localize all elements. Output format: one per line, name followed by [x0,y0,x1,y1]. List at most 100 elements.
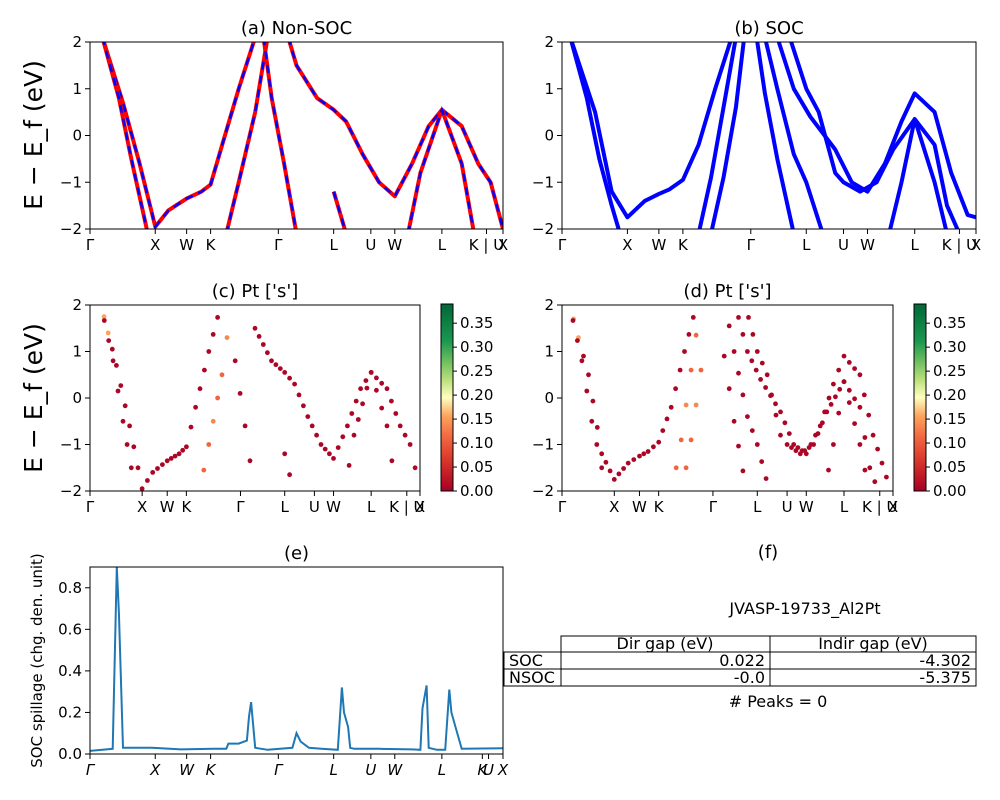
colorbar-tick-label: 0.35 [460,314,493,332]
spillage-line [90,567,503,752]
projection-point [645,449,651,454]
projection-point [570,318,576,323]
y-tick-label: 1 [544,343,554,361]
projection-point [603,459,609,465]
projection-point [815,431,821,436]
projection-point [754,349,760,354]
projection-point [360,401,365,407]
band-line-blue [569,42,733,220]
x-tick-label: X [888,498,898,516]
projection-point [128,465,134,471]
projection-point [841,379,847,385]
colorbar-c: 0.00 0.05 0.10 0.15 0.20 0.25 0.30 0.35 [440,303,493,500]
x-tick-label: U [782,498,793,516]
projection-point [127,423,132,429]
projection-point [124,442,130,447]
projection-point [833,394,838,400]
projection-point [731,349,737,354]
projection-point [237,391,243,396]
projection-point [206,442,212,447]
band-line-blue-dashed [226,42,269,229]
projection-point [384,423,390,429]
projection-point [114,363,119,368]
y-tick-label: −1 [532,173,554,191]
header-indir-gap: Indir gap (eV) [818,634,928,653]
colorbar-tick-label: 0.15 [933,410,966,428]
projection-point [296,392,302,398]
projection-point [721,353,727,359]
projection-point [210,418,216,424]
projection-point [265,350,270,356]
x-tick-label: Γ [558,236,567,254]
x-tick-label: L [438,761,446,779]
y-tick-label: 1 [72,343,82,361]
colorbar-gradient [440,303,454,492]
x-tick-label: W [387,236,402,254]
x-tick-label: W [326,498,341,516]
projection-point [726,323,732,329]
x-tick-label: Γ [274,761,284,779]
projection-point [314,432,319,438]
panel-title: (c) Pt ['s'] [212,281,299,302]
projection-point [857,404,863,410]
projection-point [402,432,408,438]
projection-point [867,465,873,471]
panel-title: (d) Pt ['s'] [683,281,771,302]
x-tick-label: K [206,236,217,254]
x-tick-label: W [179,236,194,254]
y-tick-label: 2 [72,296,82,314]
projection-point [759,459,765,464]
projection-point [176,451,182,457]
projection-point [731,418,737,424]
projection-point [384,386,390,392]
projection-point [322,446,328,452]
projection-point [566,298,571,303]
projection-point [690,315,696,320]
panel-f-gap-table: (f) JVASP-19733_Al2Pt Dir gap (eV) Indir… [503,542,977,711]
projection-point [754,442,760,447]
projection-point [786,431,792,436]
projection-point [201,467,207,473]
projection-point [749,358,755,364]
colorbar-tick-label: 0.20 [933,386,966,404]
x-tick-label: L [911,236,920,254]
x-tick-label: Γ [747,236,756,254]
x-tick-label: U [365,236,376,254]
x-tick-label: W [632,498,647,516]
projection-point [345,423,350,429]
projection-point [215,315,221,320]
projection-point [688,437,694,443]
projection-point [269,358,274,364]
panel-title: (b) SOC [734,18,803,39]
projection-point [210,332,216,337]
y-tick-label: 0.2 [58,703,82,721]
projection-point [118,383,124,388]
projection-point [678,437,684,443]
projection-point [837,386,843,392]
x-tick-label: U [309,498,320,516]
projection-point [180,447,186,453]
band-line-blue-dashed [262,42,297,229]
projection-point [846,387,852,393]
projection-point [379,380,385,386]
x-tick-label: U [483,761,494,779]
colorbar-tick-label: 0.05 [460,458,493,476]
projection-point [778,432,783,438]
y-tick-label: 1 [72,80,82,98]
projection-point [184,444,189,450]
projection-point [831,442,836,447]
projection-point [682,349,687,354]
projection-point [820,420,825,426]
x-tick-label: X [415,498,425,516]
projection-point [637,453,642,459]
projection-point [363,378,369,383]
projection-point [861,392,867,398]
band-line-blue [789,42,960,229]
projection-point [846,360,852,365]
band-line-blue [763,42,824,229]
projection-point [202,367,207,373]
projection-point [342,493,347,498]
projection-point [826,395,832,401]
band-line-blue-dashed [288,42,503,229]
